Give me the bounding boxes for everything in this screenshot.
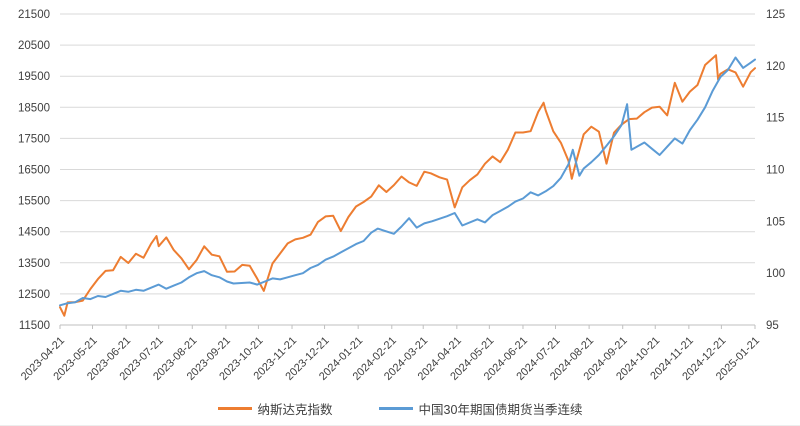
right-axis-tick-label: 120	[766, 61, 785, 73]
right-axis-tick-label: 110	[766, 165, 784, 177]
chart-legend: 纳斯达克指数 中国30年期国债期货当季连续	[0, 399, 800, 418]
left-axis-tick-label: 17500	[18, 133, 50, 145]
legend-label-bond-futures: 中国30年期国债期货当季连续	[418, 403, 583, 417]
china-30y-bond-futures-line	[59, 56, 756, 307]
legend-line-swatch-bond-futures-icon	[378, 407, 413, 410]
left-axis-tick-label: 15500	[18, 196, 50, 208]
right-axis-tick-label: 115	[766, 113, 784, 125]
left-axis-tick-label: 20500	[18, 40, 50, 52]
right-axis-tick-label: 105	[766, 216, 785, 228]
x-axis-labels: 2023-04-212023-05-212023-06-212023-07-21…	[19, 335, 762, 383]
legend-item-nasdaq: 纳斯达克指数	[217, 399, 333, 418]
left-axis-tick-label: 13500	[18, 258, 50, 270]
left-axis-labels: 21500 20500 19500 18500 17500 16500 15500 14500…	[18, 9, 50, 332]
left-axis-tick-label: 14500	[18, 227, 50, 239]
left-axis-tick-label: 19500	[18, 71, 50, 83]
left-axis-tick-label: 12500	[18, 289, 50, 301]
nasdaq-index-line	[59, 54, 756, 317]
legend-label-nasdaq: 纳斯达克指数	[257, 403, 333, 417]
gridlines	[60, 13, 755, 326]
right-axis-tick-label: 95	[766, 320, 779, 332]
legend-item-bond-futures: 中国30年期国债期货当季连续	[378, 399, 583, 418]
right-axis-tick-label: 125	[766, 9, 785, 21]
left-axis-tick-label: 11500	[19, 320, 50, 332]
x-axis	[59, 324, 756, 329]
legend-line-swatch-nasdaq-icon	[217, 407, 252, 410]
left-axis-tick-label: 21500	[18, 9, 50, 21]
left-axis-tick-label: 16500	[18, 165, 50, 177]
right-axis-tick-label: 100	[766, 268, 785, 280]
left-axis-tick-label: 18500	[18, 102, 50, 114]
right-axis-labels: 125 120 115 110 105 100 95	[766, 9, 785, 332]
